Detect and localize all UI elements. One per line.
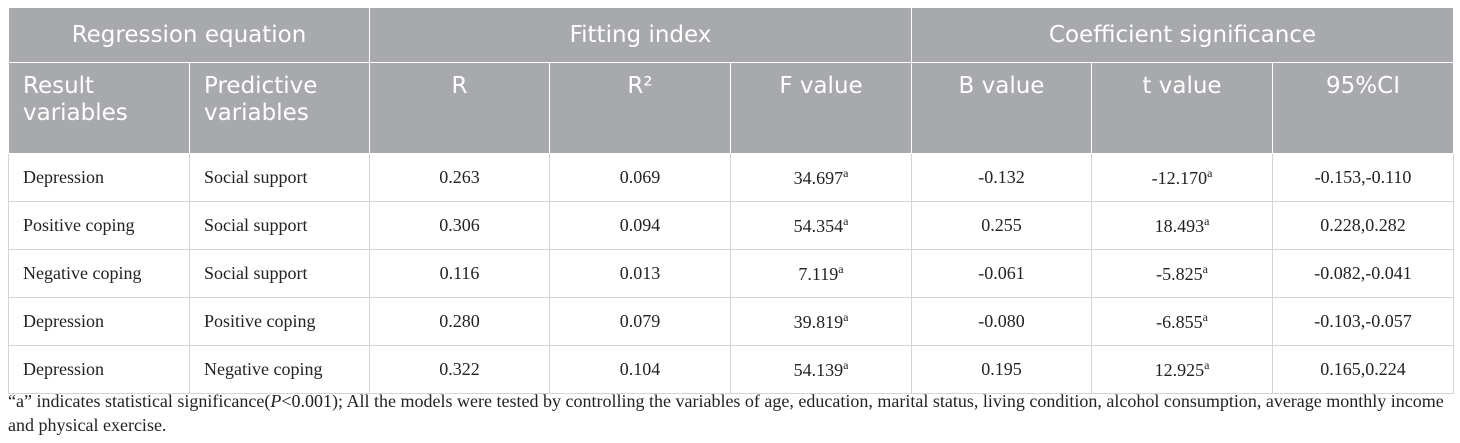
significance-mark: a: [1204, 358, 1210, 372]
table-cell: Depression: [8, 297, 190, 346]
table-cell: Social support: [189, 249, 370, 298]
significance-mark: a: [843, 310, 849, 324]
group-header: Fitting index: [369, 8, 912, 63]
table-cell: 0.280: [369, 297, 550, 346]
footnote-text: “a” indicates statistical significance(: [8, 391, 271, 411]
table-cell: 18.493a: [1091, 201, 1273, 250]
table-cell: -0.153,-0.110: [1271, 153, 1455, 202]
column-header: B value: [911, 62, 1092, 154]
table-cell: Negative coping: [8, 249, 190, 298]
column-header: t value: [1091, 62, 1273, 154]
footnote-italic: P: [270, 391, 282, 411]
table-cell: 0.013: [549, 249, 731, 298]
table-cell: -0.132: [911, 153, 1092, 202]
column-header: Predictive variables: [189, 62, 370, 154]
table-cell: 0.195: [911, 345, 1092, 394]
table-cell: 0.094: [549, 201, 731, 250]
table-cell: 0.079: [549, 297, 731, 346]
table-row: Depression Social support 0.263 0.069 34.697…: [8, 153, 1455, 202]
table-cell: -6.855a: [1091, 297, 1273, 346]
group-header: Regression equation: [8, 8, 370, 63]
significance-mark: a: [843, 358, 849, 372]
significance-mark: a: [1202, 262, 1208, 276]
table-cell: Depression: [8, 345, 190, 394]
cell-value: 39.819: [793, 312, 844, 332]
cell-value: 7.119: [798, 264, 839, 284]
group-header: Coefficient significance: [910, 8, 1455, 63]
table-cell: 0.322: [369, 345, 550, 394]
column-header: R: [369, 62, 550, 154]
table-cell: 0.104: [549, 345, 731, 394]
cell-value: 18.493: [1154, 216, 1205, 236]
table-cell: 54.139a: [730, 345, 912, 394]
table-cell: 0.165,0.224: [1271, 345, 1455, 394]
column-row: Result variables Predictive variables R R² F…: [8, 62, 1455, 154]
cell-value: -6.855: [1156, 312, 1203, 332]
table-cell: 39.819a: [730, 297, 912, 346]
column-header: F value: [730, 62, 912, 154]
table-cell: 0.069: [549, 153, 731, 202]
table-cell: 0.255: [911, 201, 1092, 250]
significance-mark: a: [1202, 310, 1208, 324]
significance-mark: a: [843, 214, 849, 228]
table-cell: 0.306: [369, 201, 550, 250]
cell-value: 54.139: [793, 360, 844, 380]
table-cell: Depression: [8, 153, 190, 202]
table-head: Regression equation Fitting index Coeffi…: [8, 8, 1455, 154]
table-cell: -0.103,-0.057: [1271, 297, 1455, 346]
table-row: Negative coping Social support 0.116 0.013 7…: [8, 249, 1455, 298]
table-cell: 0.263: [369, 153, 550, 202]
column-header: 95%CI: [1271, 62, 1455, 154]
significance-mark: a: [1204, 214, 1210, 228]
significance-mark: a: [838, 262, 844, 276]
table-cell: Social support: [189, 201, 370, 250]
table-cell: -0.082,-0.041: [1271, 249, 1455, 298]
footnote: “a” indicates statistical significance(P…: [8, 389, 1458, 437]
table-cell: Negative coping: [189, 345, 370, 394]
table-cell: Social support: [189, 153, 370, 202]
cell-value: 34.697: [793, 168, 844, 188]
table-cell: 0.228,0.282: [1271, 201, 1455, 250]
table-row: Depression Positive coping 0.280 0.079 39.81…: [8, 297, 1455, 346]
table-cell: -0.080: [911, 297, 1092, 346]
significance-mark: a: [1207, 166, 1213, 180]
cell-value: 12.925: [1154, 360, 1205, 380]
table-cell: 54.354a: [730, 201, 912, 250]
table-cell: 0.116: [369, 249, 550, 298]
cell-value: -12.170: [1151, 168, 1208, 188]
table-cell: 12.925a: [1091, 345, 1273, 394]
table-row: Positive coping Social support 0.306 0.094 5…: [8, 201, 1455, 250]
table-body: Depression Social support 0.263 0.069 34.697…: [8, 153, 1455, 394]
table-cell: -12.170a: [1091, 153, 1273, 202]
cell-value: 54.354: [793, 216, 844, 236]
table-cell: 34.697a: [730, 153, 912, 202]
cell-value: -5.825: [1156, 264, 1203, 284]
table-row: Depression Negative coping 0.322 0.104 54.13…: [8, 345, 1455, 394]
group-row: Regression equation Fitting index Coeffi…: [8, 8, 1455, 63]
table-cell: -0.061: [911, 249, 1092, 298]
column-header: R²: [549, 62, 731, 154]
significance-mark: a: [843, 166, 849, 180]
footnote-text: <0.001); All the models were tested by c…: [8, 391, 1444, 435]
regression-table: Regression equation Fitting index Coeffi…: [8, 8, 1455, 394]
table-cell: -5.825a: [1091, 249, 1273, 298]
table-cell: Positive coping: [189, 297, 370, 346]
column-header: Result variables: [8, 62, 190, 154]
table-cell: Positive coping: [8, 201, 190, 250]
table-cell: 7.119a: [730, 249, 912, 298]
